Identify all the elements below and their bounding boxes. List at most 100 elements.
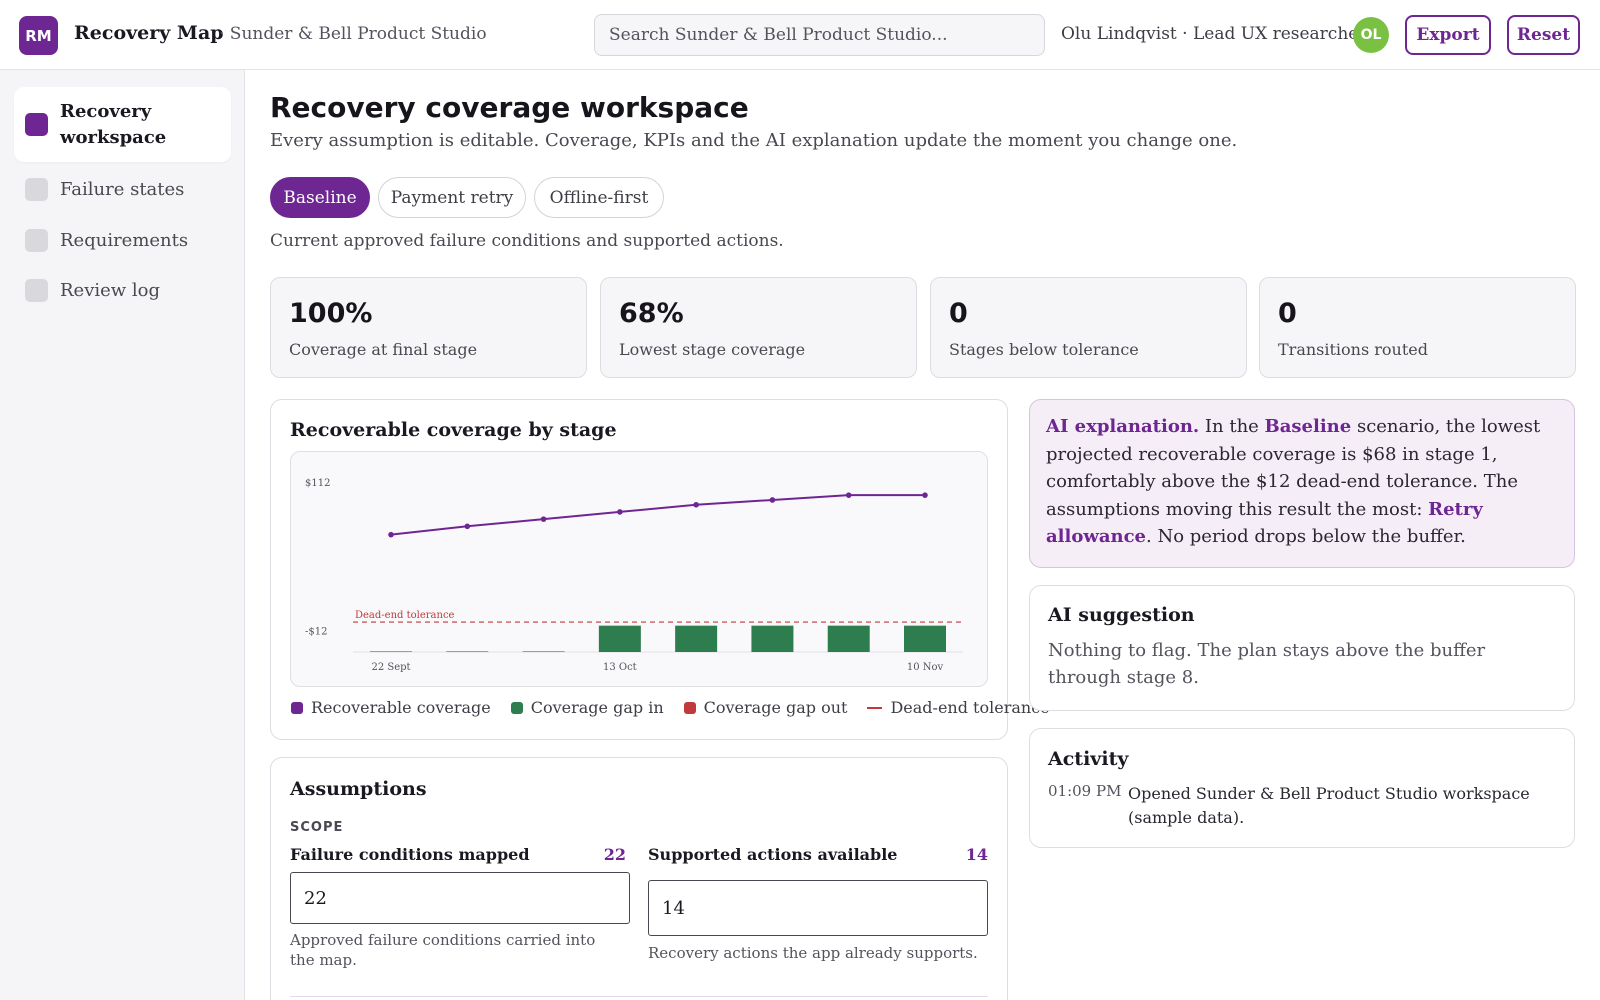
ai-explanation-driver: Retry allowance bbox=[1046, 498, 1483, 548]
sidebar-item-review-log[interactable]: Review log bbox=[14, 269, 231, 311]
tab-offline-first[interactable]: Offline-first bbox=[534, 177, 664, 218]
assumptions-title: Assumptions bbox=[290, 778, 427, 800]
bar-coverage-gap-in bbox=[827, 625, 870, 652]
nav-square-icon bbox=[25, 113, 48, 136]
divider bbox=[290, 996, 988, 997]
kpi-card: 100% Coverage at final stage bbox=[270, 277, 587, 378]
app-name: Recovery Map bbox=[74, 22, 224, 44]
field-help-text: Recovery actions the app already support… bbox=[648, 944, 978, 962]
ai-explanation-scenario: Baseline bbox=[1264, 416, 1352, 437]
export-button[interactable]: Export bbox=[1405, 15, 1491, 55]
scenario-description: Current approved failure conditions and … bbox=[270, 231, 784, 251]
activity-title: Activity bbox=[1048, 748, 1129, 770]
reset-button[interactable]: Reset bbox=[1507, 15, 1580, 55]
data-point bbox=[769, 497, 776, 503]
kpi-value: 0 bbox=[949, 298, 968, 329]
legend-label: Coverage gap out bbox=[703, 698, 848, 717]
kpi-card: 0 Stages below tolerance bbox=[930, 277, 1247, 378]
bar-coverage-gap-in bbox=[446, 651, 489, 652]
legend-swatch bbox=[291, 701, 303, 714]
page-subtitle: Every assumption is editable. Coverage, … bbox=[270, 130, 1238, 151]
org-name: · Sunder & Bell Product Studio bbox=[219, 24, 487, 44]
failure-conditions-input[interactable] bbox=[290, 872, 630, 924]
sidebar: Recovery workspace Failure states Requir… bbox=[0, 70, 245, 1000]
activity-time: 01:09 PM bbox=[1048, 782, 1122, 800]
bar-coverage-gap-in bbox=[904, 625, 946, 652]
ai-explanation-lead: AI explanation. bbox=[1046, 416, 1200, 437]
kpi-value: 100% bbox=[289, 298, 373, 329]
legend-label: Recoverable coverage bbox=[311, 698, 491, 717]
coverage-chart: $112 -$12 Dead-end tolerance 22 Sept 13 Oct 1… bbox=[305, 478, 963, 673]
x-tick-label: 22 Sept bbox=[371, 662, 410, 673]
data-point bbox=[388, 531, 394, 538]
kpi-card: 68% Lowest stage coverage bbox=[600, 277, 917, 378]
data-point bbox=[540, 516, 547, 522]
bar-coverage-gap-in bbox=[370, 651, 412, 652]
kpi-card: 0 Transitions routed bbox=[1259, 277, 1576, 378]
bar-coverage-gap-in bbox=[675, 625, 718, 652]
ai-suggestion-card: AI suggestion Nothing to flag. The plan … bbox=[1029, 585, 1575, 711]
user-name: Olu Lindqvist · Lead UX researcher bbox=[1061, 24, 1367, 44]
legend-item: Dead-end tolerance bbox=[867, 698, 1050, 717]
legend-item: Coverage gap out bbox=[683, 698, 848, 717]
supported-actions-input[interactable] bbox=[648, 880, 988, 936]
top-bar: RM Recovery Map · Sunder & Bell Product … bbox=[0, 0, 1600, 70]
sidebar-item-failure-states[interactable]: Failure states bbox=[14, 168, 231, 210]
chart-area: $112 -$12 Dead-end tolerance 22 Sept 13 Oct 1… bbox=[290, 451, 988, 687]
x-tick-label: 10 Nov bbox=[907, 662, 944, 673]
bar-coverage-gap-in bbox=[751, 625, 794, 652]
search-input[interactable] bbox=[594, 14, 1045, 56]
field-help-text: Approved failure conditions carried into… bbox=[290, 931, 596, 969]
tab-baseline[interactable]: Baseline bbox=[270, 177, 370, 218]
kpi-label: Lowest stage coverage bbox=[619, 340, 806, 359]
sidebar-item-requirements[interactable]: Requirements bbox=[14, 219, 231, 261]
data-point bbox=[693, 501, 699, 508]
y-tick-label: -$12 bbox=[305, 626, 327, 637]
sidebar-item-recovery-workspace[interactable]: Recovery workspace bbox=[14, 87, 231, 162]
y-tick-label: $112 bbox=[305, 478, 330, 489]
kpi-label: Coverage at final stage bbox=[289, 340, 478, 359]
kpi-value: 0 bbox=[1278, 298, 1297, 329]
sidebar-item-label: Requirements bbox=[60, 229, 189, 251]
data-point bbox=[922, 492, 928, 498]
tab-payment-retry[interactable]: Payment retry bbox=[378, 177, 526, 218]
field-count: 22 bbox=[603, 845, 626, 864]
sidebar-item-label: Recovery workspace bbox=[60, 100, 167, 148]
x-tick-label: 13 Oct bbox=[603, 662, 637, 673]
activity-text: Opened Sunder & Bell Product Studio work… bbox=[1128, 784, 1530, 827]
legend-item: Recoverable coverage bbox=[291, 698, 491, 717]
assumptions-section-label: SCOPE bbox=[290, 820, 344, 835]
bar-coverage-gap-in bbox=[598, 625, 641, 652]
avatar[interactable]: OL bbox=[1353, 17, 1389, 53]
ai-suggestion-title: AI suggestion bbox=[1048, 604, 1195, 626]
nav-square-icon bbox=[25, 177, 48, 201]
legend-label: Dead-end tolerance bbox=[890, 698, 1050, 717]
sidebar-item-label: Review log bbox=[60, 279, 161, 301]
chart-title: Recoverable coverage by stage bbox=[290, 419, 617, 441]
field-label: Supported actions available bbox=[648, 845, 898, 864]
field-count: 14 bbox=[965, 845, 988, 864]
app-logo: RM bbox=[19, 16, 58, 55]
ai-explanation-text: scenario, the lowest projected recoverab… bbox=[1046, 416, 1541, 520]
nav-square-icon bbox=[25, 278, 48, 302]
legend-swatch bbox=[510, 701, 523, 714]
legend-swatch bbox=[683, 701, 696, 714]
data-point bbox=[464, 523, 471, 530]
chart-card: Recoverable coverage by stage $112 -$12 De… bbox=[270, 399, 1050, 740]
kpi-label: Stages below tolerance bbox=[949, 340, 1139, 359]
activity-card: Activity 01:09 PM Opened Sunder & Bell P… bbox=[1029, 728, 1575, 848]
sidebar-item-label: Failure states bbox=[60, 178, 185, 200]
kpi-value: 68% bbox=[619, 298, 684, 329]
chart-legend: Recoverable coverage Coverage gap in Cov… bbox=[291, 698, 1050, 717]
data-point bbox=[617, 509, 623, 515]
field-label: Failure conditions mapped bbox=[290, 845, 530, 864]
ai-explanation-panel: AI explanation. In the Baseline scenario… bbox=[1029, 399, 1575, 568]
threshold-label: Dead-end tolerance bbox=[355, 610, 455, 621]
kpi-label: Transitions routed bbox=[1278, 340, 1428, 359]
nav-square-icon bbox=[25, 228, 48, 252]
ai-suggestion-text: Nothing to flag. The plan stays above th… bbox=[1048, 640, 1486, 688]
page-title: Recovery coverage workspace bbox=[270, 91, 749, 124]
assumptions-card: Assumptions SCOPE Failure conditions map… bbox=[270, 757, 1008, 1000]
data-point bbox=[845, 492, 852, 498]
bar-coverage-gap-in bbox=[522, 651, 565, 652]
